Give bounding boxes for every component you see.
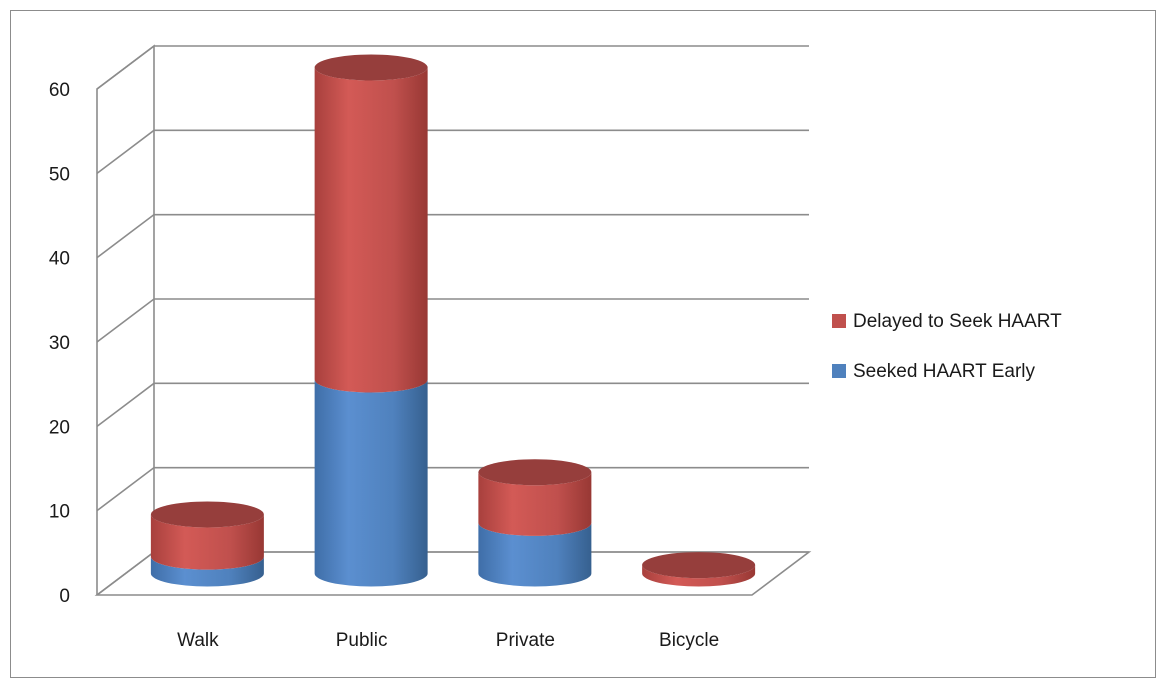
- y-tick-label: 40: [49, 249, 70, 270]
- bar-early-public: [314, 379, 428, 587]
- legend-label: Delayed to Seek HAART: [853, 311, 1062, 332]
- bar-top-cap-public: [314, 54, 428, 81]
- bar-delayed-walk: [150, 514, 264, 570]
- x-axis-ticks: Walk Public Private Bicycle: [177, 630, 719, 651]
- legend: Delayed to Seek HAART Seeked HAART Early: [832, 311, 1062, 382]
- y-tick-label: 0: [59, 586, 70, 607]
- x-tick-label: Private: [496, 630, 555, 651]
- y-tick-label: 30: [49, 333, 70, 354]
- bar-stack-bicycle: [642, 552, 756, 587]
- y-tick-label: 10: [49, 502, 70, 523]
- gridlines: [96, 45, 809, 596]
- x-tick-label: Public: [336, 630, 388, 651]
- bar-delayed-bicycle: [642, 565, 756, 587]
- gridline-10: [96, 466, 809, 512]
- bar-stack-private: [478, 459, 592, 587]
- y-tick-label: 20: [49, 417, 70, 438]
- y-tick-label: 60: [49, 80, 70, 101]
- bar-top-cap-private: [478, 459, 592, 486]
- gridline-40: [96, 213, 809, 259]
- legend-swatch-delayed: [832, 314, 846, 328]
- gridline-30: [96, 298, 809, 343]
- bar-early-private: [478, 522, 592, 587]
- bar-early-walk: [150, 556, 264, 587]
- gridline-20: [96, 382, 809, 427]
- x-tick-label: Bicycle: [659, 630, 719, 651]
- legend-swatch-early: [832, 364, 846, 378]
- bar-delayed-private: [478, 472, 592, 536]
- x-tick-label: Walk: [177, 630, 219, 651]
- bar-stack-public: [314, 54, 428, 587]
- gridline-60: [96, 45, 809, 90]
- bar-top-cap-bicycle: [642, 552, 756, 579]
- y-tick-label: 50: [49, 164, 70, 185]
- bar-stack-walk: [150, 501, 264, 587]
- legend-label: Seeked HAART Early: [853, 361, 1035, 382]
- y-axis-ticks: 0 10 20 30 40 50 60: [49, 80, 70, 607]
- bar-top-cap-walk: [150, 501, 264, 528]
- gridline-50: [96, 129, 809, 174]
- bar-delayed-public: [314, 67, 428, 393]
- bars: [150, 54, 756, 587]
